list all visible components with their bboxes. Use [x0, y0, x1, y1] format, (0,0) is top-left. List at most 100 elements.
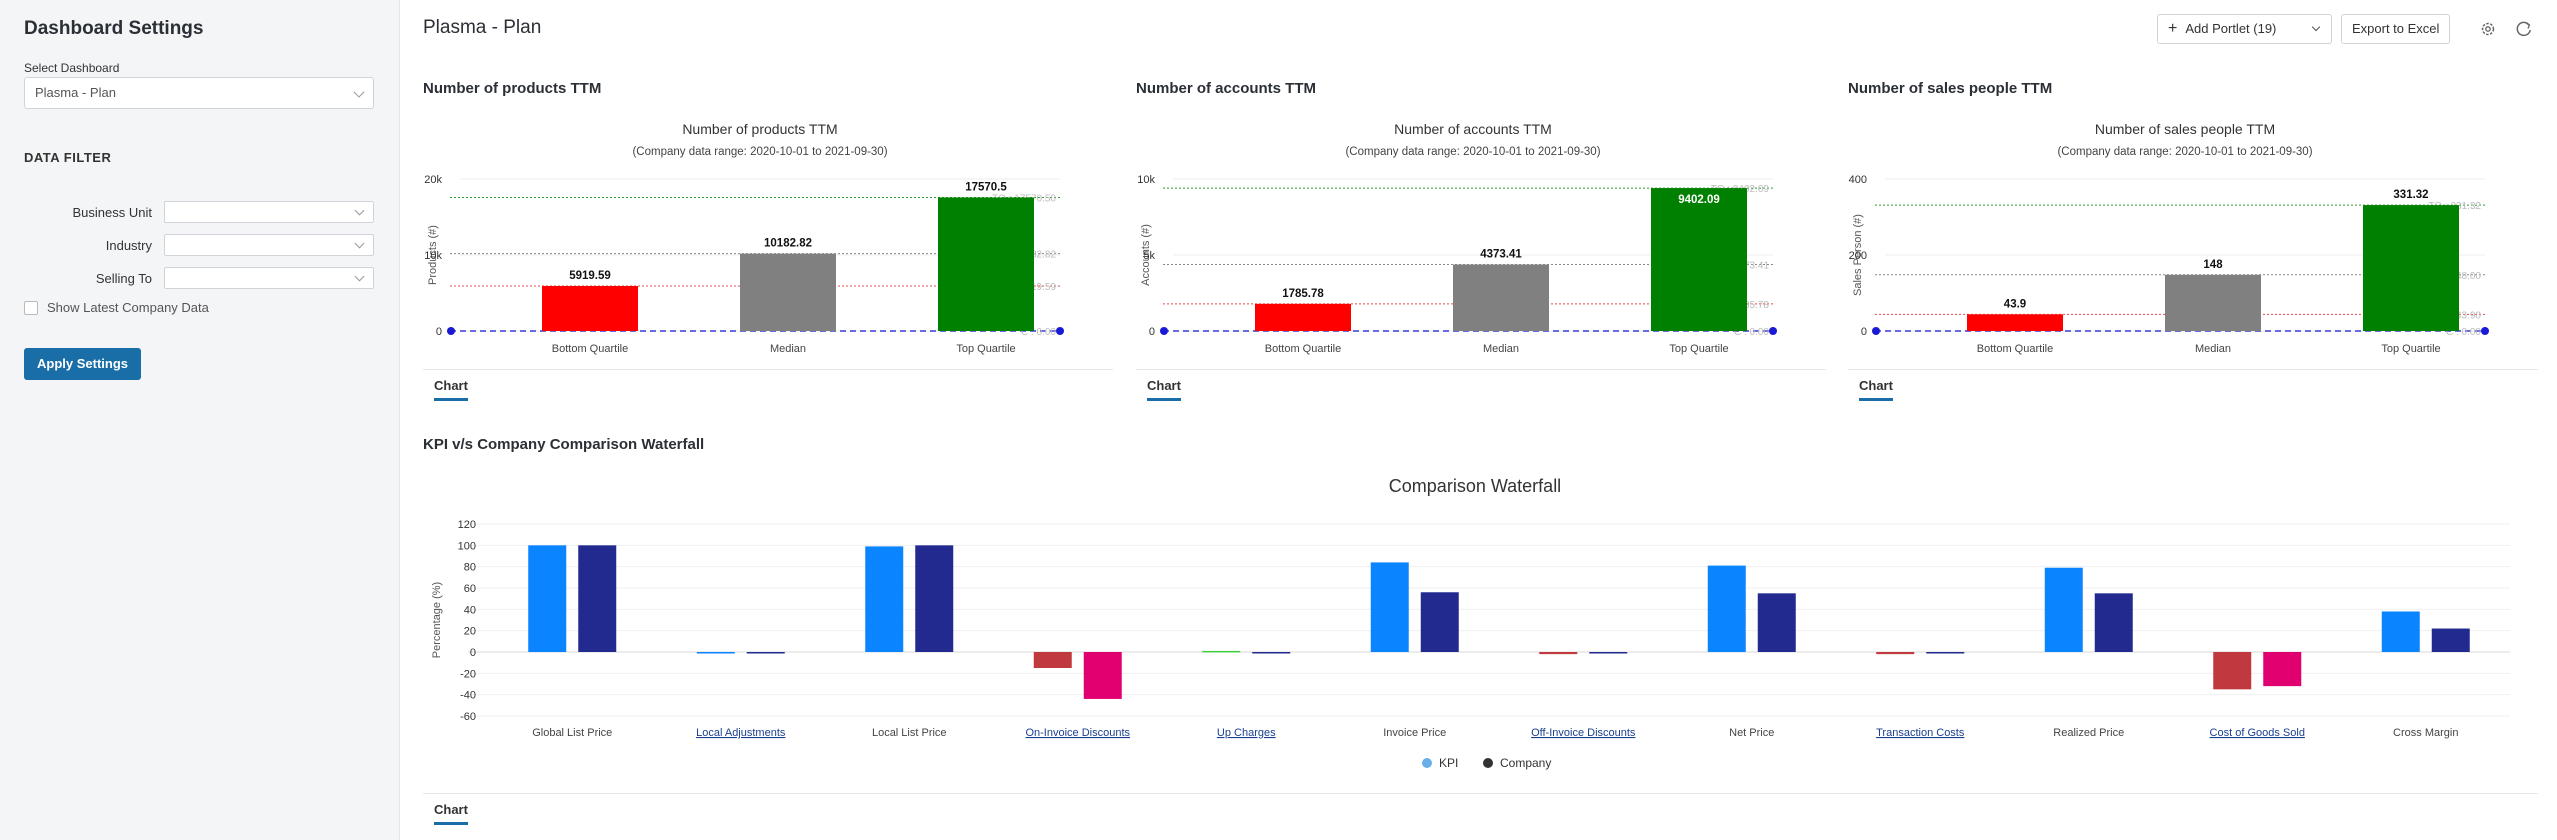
bar: [740, 253, 836, 331]
show-latest-label: Show Latest Company Data: [47, 300, 209, 315]
kpi-bar: [1370, 562, 1409, 652]
data-label: 5919.59: [569, 270, 611, 282]
kpi-bar: [2213, 652, 2252, 690]
bar: [1255, 303, 1351, 331]
show-latest-row[interactable]: Show Latest Company Data: [24, 300, 209, 315]
y-tick-label: 400: [1849, 174, 1867, 186]
divider: [423, 369, 1113, 370]
chart-subtitle: (Company data range: 2020-10-01 to 2021-…: [2057, 146, 2312, 158]
data-label: 4373.41: [1480, 249, 1522, 261]
data-label: 148: [2203, 259, 2223, 271]
page-title: Plasma - Plan: [423, 17, 542, 38]
reference-point: [2481, 327, 2489, 335]
y-axis-label: Sales Person (#): [1852, 214, 1864, 296]
y-tick-label: 40: [464, 604, 476, 616]
y-tick-label: -60: [460, 711, 476, 723]
reference-point: [1769, 327, 1777, 335]
kpi-bar: [1033, 652, 1072, 668]
selling-to-select[interactable]: [164, 267, 374, 289]
data-label: 10182.82: [764, 238, 812, 250]
x-tick-link: Off-Invoice Discounts: [1531, 727, 1636, 739]
kpi-bar: [1539, 652, 1578, 655]
x-tick-label: Net Price: [1729, 727, 1774, 739]
accounts-chart: Number of accounts TTM (Company data rang…: [1137, 121, 1777, 355]
x-tick-label: Top Quartile: [2381, 343, 2440, 355]
y-axis-label: Percentage (%): [431, 582, 443, 658]
industry-select[interactable]: [164, 234, 374, 256]
select-dashboard-value: Plasma - Plan: [35, 85, 116, 100]
add-portlet-button[interactable]: + Add Portlet (19): [2157, 14, 2332, 44]
export-excel-button[interactable]: Export to Excel: [2341, 14, 2451, 44]
chevron-down-icon: [354, 205, 365, 216]
chart-title: Number of sales people TTM: [2095, 121, 2275, 137]
x-tick-label: Bottom Quartile: [1977, 343, 2053, 355]
reference-point: [1160, 327, 1168, 335]
plus-icon: +: [2168, 20, 2178, 37]
divider: [1848, 369, 2538, 370]
sales-people-chart: Number of sales people TTM (Company data …: [1849, 121, 2489, 355]
chevron-down-icon: [354, 238, 365, 249]
bar: [542, 286, 638, 331]
chart-subtitle: (Company data range: 2020-10-01 to 2021-…: [632, 146, 887, 158]
reference-point: [1872, 327, 1880, 335]
tab-chart-products[interactable]: Chart: [434, 378, 468, 401]
kpi-bar: [528, 545, 567, 652]
bar: [938, 197, 1034, 331]
x-tick-label: Global List Price: [532, 727, 612, 739]
select-dashboard-dropdown[interactable]: Plasma - Plan: [24, 77, 374, 109]
select-dashboard-label: Select Dashboard: [24, 61, 120, 75]
bar: [1967, 314, 2063, 331]
selling-to-label: Selling To: [95, 271, 152, 286]
kpi-bar: [1202, 650, 1241, 653]
chart-title: Comparison Waterfall: [1389, 476, 1561, 496]
business-unit-select[interactable]: [164, 201, 374, 223]
data-label: 1785.78: [1282, 288, 1324, 300]
legend-kpi-marker: [1422, 758, 1432, 768]
divider: [423, 793, 2538, 794]
tab-chart-accounts[interactable]: Chart: [1147, 378, 1181, 401]
x-tick-label: Invoice Price: [1383, 727, 1446, 739]
y-tick-label: 80: [464, 562, 476, 574]
x-tick-label: Median: [1483, 343, 1519, 355]
refresh-icon[interactable]: [2513, 18, 2535, 40]
x-tick-link: Transaction Costs: [1876, 727, 1965, 739]
y-tick-label: -40: [460, 690, 476, 702]
y-tick-label: 10k: [424, 250, 442, 262]
y-tick-label: 100: [458, 540, 476, 552]
tab-chart-sales-people[interactable]: Chart: [1859, 378, 1893, 401]
kpi-bar: [1707, 565, 1746, 652]
portlet-title-sales-people: Number of sales people TTM: [1848, 80, 2053, 97]
legend-company-marker: [1483, 758, 1493, 768]
kpi-bar: [865, 546, 904, 652]
x-tick-link: Local Adjustments: [696, 727, 786, 739]
chart-subtitle: (Company data range: 2020-10-01 to 2021-…: [1345, 146, 1600, 158]
x-tick-label: Median: [770, 343, 806, 355]
x-tick-label: Top Quartile: [1669, 343, 1728, 355]
y-tick-label: 5k: [1143, 250, 1155, 262]
portlet-title-products: Number of products TTM: [423, 80, 602, 97]
y-tick-label: 0: [470, 647, 476, 659]
waterfall-chart: Comparison Waterfall Percentage (%) -60 -40…: [431, 476, 2510, 770]
tab-chart-waterfall[interactable]: Chart: [434, 802, 468, 825]
legend-kpi-label: KPI: [1439, 756, 1458, 770]
company-bar: [1926, 652, 1965, 654]
y-axis-label: Accounts (#): [1140, 224, 1152, 286]
bar: [1453, 264, 1549, 331]
show-latest-checkbox[interactable]: [24, 300, 38, 315]
data-label: 17570.5: [965, 181, 1007, 193]
x-tick-link: Cost of Goods Sold: [2210, 727, 2305, 739]
y-tick-label: 0: [1861, 326, 1867, 338]
company-bar: [1757, 593, 1796, 652]
settings-icon[interactable]: [2477, 18, 2499, 40]
apply-settings-button[interactable]: Apply Settings: [24, 348, 141, 380]
sidebar-title: Dashboard Settings: [24, 18, 204, 39]
x-tick-label: Local List Price: [872, 727, 947, 739]
legend-company-label: Company: [1500, 756, 1551, 770]
business-unit-label: Business Unit: [72, 205, 152, 220]
chart-title: Number of products TTM: [682, 121, 837, 137]
x-tick-link: On-Invoice Discounts: [1025, 727, 1130, 739]
portlet-title-waterfall: KPI v/s Company Comparison Waterfall: [423, 436, 705, 453]
company-bar: [578, 545, 617, 652]
bar: [1651, 188, 1747, 331]
kpi-bar: [2044, 567, 2083, 652]
